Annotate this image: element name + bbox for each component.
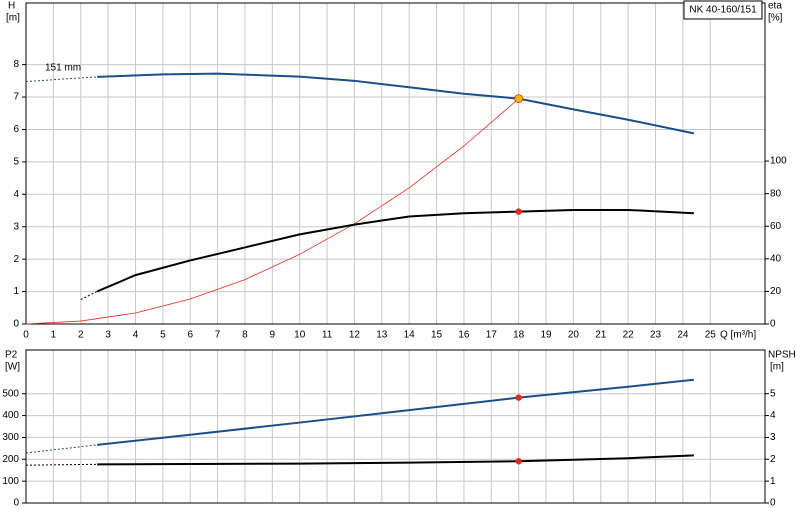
x-tick-label: 9 xyxy=(270,330,276,341)
chart-title: NK 40-160/151 xyxy=(689,5,757,16)
y2-tick-label: 0 xyxy=(770,498,776,509)
y-axis-unit: [m] xyxy=(6,13,20,24)
y2-tick-label: 1 xyxy=(770,476,776,487)
y2-axis-label: eta xyxy=(768,1,782,12)
bottom-frame xyxy=(25,349,766,504)
x-tick-label: 22 xyxy=(623,330,635,341)
y-tick-label: 5 xyxy=(13,157,19,168)
x-tick-label: 4 xyxy=(133,330,139,341)
y-tick-label: 1 xyxy=(13,286,19,297)
y-axis-label: P2 xyxy=(5,350,18,361)
y-tick-label: 0 xyxy=(13,319,19,330)
curve xyxy=(96,208,694,293)
y2-axis-unit: [m] xyxy=(770,362,784,373)
y-axis-label: H xyxy=(8,1,15,12)
x-tick-label: 6 xyxy=(187,330,193,341)
x-tick-label: 7 xyxy=(215,330,221,341)
y2-tick-label: 4 xyxy=(770,410,776,421)
x-tick-label: 16 xyxy=(458,330,470,341)
x-tick-label: 19 xyxy=(540,330,552,341)
y-tick-label: 7 xyxy=(13,92,19,103)
y2-tick-label: 0 xyxy=(770,319,776,330)
x-tick-label: 20 xyxy=(568,330,580,341)
x-tick-label: 21 xyxy=(595,330,607,341)
top-frame xyxy=(25,2,766,325)
curve xyxy=(97,72,695,135)
y2-tick-label: 2 xyxy=(770,454,776,465)
y-tick-label: 0 xyxy=(13,498,19,509)
x-tick-label: 14 xyxy=(404,330,416,341)
duty-point xyxy=(514,94,524,104)
x-tick-label: 13 xyxy=(376,330,388,341)
y2-tick-label: 3 xyxy=(770,432,776,443)
curve xyxy=(97,378,694,446)
y2-tick-label: 80 xyxy=(770,188,782,199)
curve xyxy=(25,76,98,82)
y-tick-label: 4 xyxy=(13,189,19,200)
y-axis-unit: [W] xyxy=(5,362,20,373)
curve xyxy=(25,444,98,454)
y-tick-label: 300 xyxy=(2,432,19,443)
y-tick-label: 6 xyxy=(13,124,19,135)
y-tick-label: 3 xyxy=(13,221,19,232)
curve xyxy=(97,454,694,466)
duty-point xyxy=(515,458,522,465)
x-tick-label: 10 xyxy=(294,330,306,341)
y-tick-label: 200 xyxy=(2,454,19,465)
duty-point xyxy=(515,208,522,215)
y2-tick-label: 100 xyxy=(770,156,787,167)
y2-tick-label: 40 xyxy=(770,253,782,264)
x-tick-label: 8 xyxy=(242,330,248,341)
x-tick-label: 25 xyxy=(705,330,717,341)
curve xyxy=(80,290,98,301)
x-tick-label: 18 xyxy=(513,330,525,341)
x-tick-label: 2 xyxy=(78,330,84,341)
x-axis-label: Q [m³/h] xyxy=(720,330,756,341)
y-tick-label: 500 xyxy=(2,388,19,399)
y2-tick-label: 20 xyxy=(770,286,782,297)
x-tick-label: 23 xyxy=(650,330,662,341)
y2-tick-label: 60 xyxy=(770,221,782,232)
x-tick-label: 11 xyxy=(322,330,333,341)
y-tick-label: 100 xyxy=(2,476,19,487)
curve xyxy=(25,98,519,325)
curve xyxy=(25,463,98,466)
y-tick-label: 2 xyxy=(13,254,19,265)
x-tick-label: 17 xyxy=(486,330,498,341)
x-tick-label: 1 xyxy=(51,330,57,341)
x-tick-label: 0 xyxy=(23,330,29,341)
annotation: 151 mm xyxy=(45,63,81,74)
x-tick-label: 5 xyxy=(160,330,166,341)
x-tick-label: 15 xyxy=(431,330,443,341)
title-box xyxy=(683,0,763,20)
x-tick-label: 3 xyxy=(105,330,111,341)
x-tick-label: 12 xyxy=(349,330,361,341)
y2-axis-unit: [%] xyxy=(768,13,783,24)
x-tick-label: 24 xyxy=(677,330,689,341)
y2-tick-label: 5 xyxy=(770,388,776,399)
y-tick-label: 400 xyxy=(2,410,19,421)
duty-point xyxy=(515,394,522,401)
y2-axis-label: NPSH xyxy=(768,350,796,361)
y-tick-label: 8 xyxy=(13,59,19,70)
